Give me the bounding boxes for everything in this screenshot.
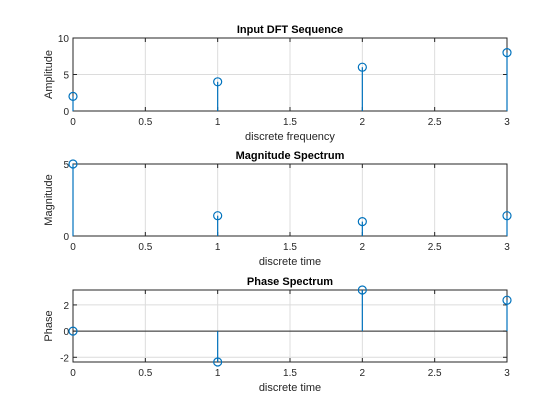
- input-dft-ytick-label: 10: [58, 34, 70, 45]
- magnitude-spectrum-xtick-label: 1.5: [283, 242, 297, 253]
- input-dft-xtick-label: 0: [70, 117, 76, 128]
- phase-spectrum-xtick-label: 1: [215, 368, 221, 379]
- phase-spectrum-ylabel: Phase: [43, 310, 55, 341]
- magnitude-spectrum-stem-marker: [213, 211, 223, 221]
- input-dft-stem-marker: [502, 47, 512, 58]
- phase-spectrum-title: Phase Spectrum: [247, 276, 333, 288]
- phase-spectrum-ytick-label: -2: [60, 353, 69, 364]
- input-dft-ytick-label: 5: [63, 71, 69, 82]
- phase-spectrum-xtick-label: 1.5: [283, 368, 297, 379]
- magnitude-spectrum-grid: [144, 164, 436, 236]
- magnitude-spectrum-xtick-label: 1: [215, 242, 221, 253]
- input-dft-xtick-label: 2: [360, 117, 366, 128]
- phase-spectrum-stem-marker: [357, 285, 367, 295]
- phase-spectrum-ytick-label: 2: [63, 301, 69, 312]
- phase-spectrum-xtick-label: 2: [360, 368, 366, 379]
- input-dft-xtick-label: 0.5: [138, 117, 152, 128]
- input-dft-xtick-label: 1: [215, 117, 221, 128]
- input-dft-xlabel: discrete frequency: [245, 131, 335, 143]
- magnitude-spectrum-xtick-label: 0.5: [138, 242, 152, 253]
- input-dft-xtick-label: 3: [504, 117, 510, 128]
- magnitude-spectrum-ylabel: Magnitude: [43, 174, 55, 225]
- phase-spectrum-stem-marker: [68, 326, 78, 336]
- phase-spectrum-xlabel: discrete time: [259, 382, 321, 394]
- phase-spectrum-xtick-label: 3: [504, 368, 510, 379]
- input-dft-stem-marker: [68, 91, 78, 102]
- phase-spectrum-ytick-label: 0: [63, 327, 69, 338]
- input-dft-title: Input DFT Sequence: [237, 24, 343, 36]
- magnitude-spectrum-title: Magnitude Spectrum: [236, 150, 345, 162]
- phase-spectrum-xtick-label: 2.5: [428, 368, 442, 379]
- magnitude-spectrum-axes: discrete time Magnitude 0 0.5 1 1.5 2 2.5 3 0 5 M…: [43, 150, 512, 268]
- magnitude-spectrum-ytick-label: 5: [63, 160, 69, 171]
- magnitude-spectrum-stem-marker: [68, 159, 78, 169]
- phase-spectrum-axes: discrete time Phase 0 0.5 1 1.5 2 2.5 3-202Pha…: [43, 276, 512, 394]
- magnitude-spectrum-stem-marker: [502, 211, 512, 221]
- magnitude-spectrum-ytick-label: 0: [63, 232, 69, 243]
- magnitude-spectrum-xtick-label: 3: [504, 242, 510, 253]
- input-dft-ylabel: Amplitude: [43, 50, 55, 99]
- phase-spectrum-xtick-label: 0: [70, 368, 76, 379]
- input-dft-xtick-label: 1.5: [283, 117, 297, 128]
- magnitude-spectrum-xlabel: discrete time: [259, 256, 321, 268]
- input-dft-stem-marker: [357, 62, 367, 72]
- input-dft-ytick-label: 0: [63, 107, 69, 118]
- phase-spectrum-xtick-label: 0.5: [138, 368, 152, 379]
- magnitude-spectrum-xtick-label: 2.5: [428, 242, 442, 253]
- magnitude-spectrum-xtick-label: 2: [360, 242, 366, 253]
- input-dft-stem-marker: [213, 77, 223, 87]
- input-dft-xtick-label: 2.5: [428, 117, 442, 128]
- input-dft-axes: discrete frequency Amplitude 0 0.5 1 1.5 2 2.…: [43, 24, 512, 143]
- phase-spectrum-stem-marker: [502, 295, 512, 305]
- magnitude-spectrum-xtick-label: 0: [70, 242, 76, 253]
- phase-spectrum-stem-marker: [213, 357, 223, 367]
- magnitude-spectrum-stem-marker: [357, 217, 367, 227]
